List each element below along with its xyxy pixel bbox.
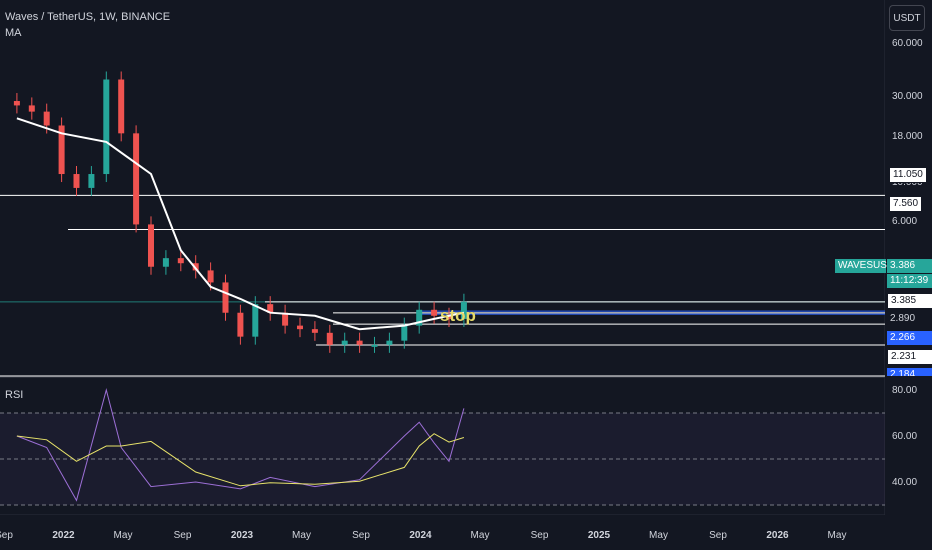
candle-body [311,329,318,333]
candle-body [118,79,125,134]
legend: Waves / TetherUS, 1W, BINANCE MA [5,11,170,39]
chart-area[interactable] [0,0,885,515]
price-tag-7560[interactable]: 7.560 [889,196,923,212]
price-tag-11050[interactable]: 11.050 [889,167,927,183]
candle-body [103,79,110,175]
candle-body [73,174,80,188]
candle-body [88,174,95,188]
price-tick-30: 30.000 [892,91,923,102]
candle-body [282,312,289,326]
time-label-may: May [470,530,490,541]
time-axis[interactable] [0,515,932,550]
candle-body [341,340,348,345]
rsi-ma-line [16,433,465,487]
rsi-tick-80: 80.00 [892,385,918,396]
ma-line [16,117,465,331]
ma-indicator-label[interactable]: MA [5,27,22,39]
candle-body [297,325,303,330]
candle-body [222,282,229,313]
candle-body [28,105,35,112]
price-tag-2231[interactable]: 2.231 [887,349,932,365]
price-tick-18: 18.000 [892,131,923,142]
candle-body [252,304,259,337]
price-tick-6: 6.000 [892,216,918,227]
price-tick-60: 60.000 [892,38,923,49]
candle-body [207,270,214,283]
time-label-sep: Sep [352,530,370,541]
candle-body [267,304,274,313]
price-tag-2890[interactable]: 2.890 [887,312,932,326]
currency-button[interactable]: USDT [889,5,925,31]
candle-body [460,301,467,319]
candle-body [386,340,393,345]
time-label-sep: Sep [0,530,13,541]
candle-body [371,344,378,347]
time-label-2023: 2023 [230,530,254,541]
price-tag-2266[interactable]: 2.266 [887,331,932,345]
candle-body [326,332,333,345]
rsi-line [16,388,465,502]
candle-body [43,111,50,126]
candle-body [431,309,438,316]
countdown-tag: 11:12:39 [887,274,932,288]
candle-body [162,258,169,267]
time-label-sep: Sep [530,530,549,541]
time-label-may: May [649,530,668,541]
time-label-sep: Sep [173,530,192,541]
candle-body [401,325,408,341]
rsi-tick-60: 60.00 [892,431,918,442]
candle-body [133,133,140,225]
rsi-tick-40: 40.00 [892,477,918,488]
candle-body [13,101,20,106]
time-label-may: May [292,530,311,541]
rsi-indicator-label[interactable]: RSI [5,389,24,401]
price-tag-3385[interactable]: 3.385 [887,293,932,309]
candle-body [177,258,184,264]
stop-annotation: stop [440,306,476,325]
time-label-sep: Sep [709,530,727,541]
candle-body [237,312,244,337]
price-tag-2184[interactable]: 2.184 [887,368,932,376]
candle-body [192,263,199,271]
symbol-tag[interactable]: WAVESUSDT [835,259,900,273]
last-price-tag[interactable]: 3.386 [887,259,932,273]
symbol-line[interactable]: Waves / TetherUS, 1W, BINANCE [5,11,171,23]
time-label-2026: 2026 [766,530,789,541]
candle-body [148,224,154,267]
time-label-may: May [113,530,133,541]
time-label-2022: 2022 [52,530,75,541]
candle-body [446,315,452,319]
chart-svg[interactable] [0,0,885,515]
candle-body [416,309,423,326]
time-label-may: May [827,530,847,541]
candle-body [356,340,363,345]
candle-body [58,125,65,175]
time-label-2025: 2025 [587,530,611,541]
time-label-2024: 2024 [409,530,432,541]
price-axis[interactable]: 60.000 30.000 18.000 10.000 6.000 80.00 … [885,0,932,515]
